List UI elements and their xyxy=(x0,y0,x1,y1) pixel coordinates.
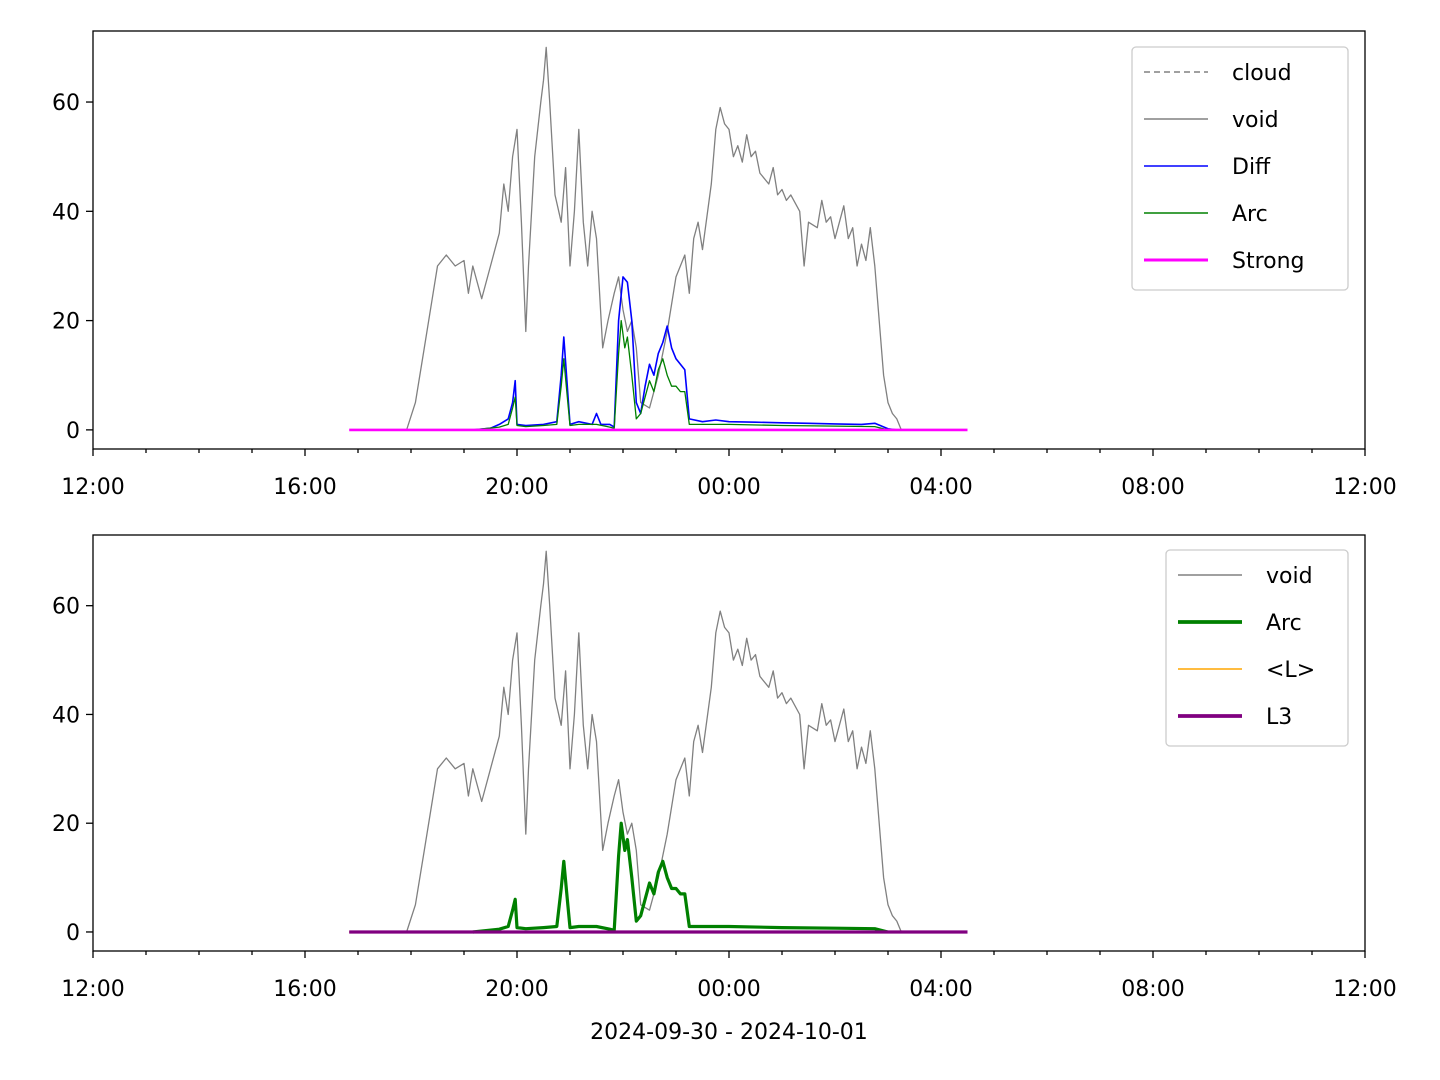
x-tick-label: 12:00 xyxy=(61,977,124,1002)
x-tick-label: 16:00 xyxy=(273,475,336,500)
legend-label: void xyxy=(1232,108,1279,133)
y-tick-label: 0 xyxy=(66,921,80,946)
x-tick-label: 00:00 xyxy=(697,475,760,500)
x-tick-label: 20:00 xyxy=(485,977,548,1002)
y-tick-label: 20 xyxy=(52,812,80,837)
legend-label: Diff xyxy=(1232,155,1271,180)
series-line-arc xyxy=(472,319,889,431)
series-line-void xyxy=(405,550,902,933)
x-tick-label: 12:00 xyxy=(1333,977,1396,1002)
legend-label: void xyxy=(1266,564,1313,589)
legend-label: L3 xyxy=(1266,705,1292,730)
x-tick-label: 12:00 xyxy=(61,475,124,500)
legend-box xyxy=(1165,549,1349,747)
y-tick-label: 40 xyxy=(52,703,80,728)
chart-panel-1: 0 20 40 60 12:00 16:00 20:00 00:00 04:00 08:00 12:… xyxy=(52,30,1397,500)
x-axis-label: 2024-09-30 - 2024-10-01 xyxy=(590,1020,868,1045)
chart-panel-2: 0 20 40 60 12:00 16:00 20:00 00:00 04:00 08:00 12:… xyxy=(52,534,1397,1045)
x-tick-label: 16:00 xyxy=(273,977,336,1002)
x-tick-label: 00:00 xyxy=(697,977,760,1002)
legend-label: cloud xyxy=(1232,61,1292,86)
y-tick-label: 0 xyxy=(66,419,80,444)
y-tick-label: 60 xyxy=(52,91,80,116)
legend-label: Strong xyxy=(1232,249,1305,274)
legend-label: <L> xyxy=(1266,658,1315,683)
y-tick-label: 60 xyxy=(52,595,80,620)
legend-label: Arc xyxy=(1232,202,1268,227)
series-line-arc xyxy=(472,821,889,934)
legend-label: Arc xyxy=(1266,611,1302,636)
y-tick-label: 20 xyxy=(52,310,80,335)
y-tick-label: 40 xyxy=(52,200,80,225)
legend-box xyxy=(1131,46,1349,291)
x-tick-label: 12:00 xyxy=(1333,475,1396,500)
series-line-diff xyxy=(472,276,897,431)
series-line-void xyxy=(405,46,902,431)
x-tick-label: 20:00 xyxy=(485,475,548,500)
x-tick-label: 04:00 xyxy=(909,475,972,500)
x-tick-label: 08:00 xyxy=(1121,475,1184,500)
x-tick-label: 08:00 xyxy=(1121,977,1184,1002)
x-tick-label: 04:00 xyxy=(909,977,972,1002)
